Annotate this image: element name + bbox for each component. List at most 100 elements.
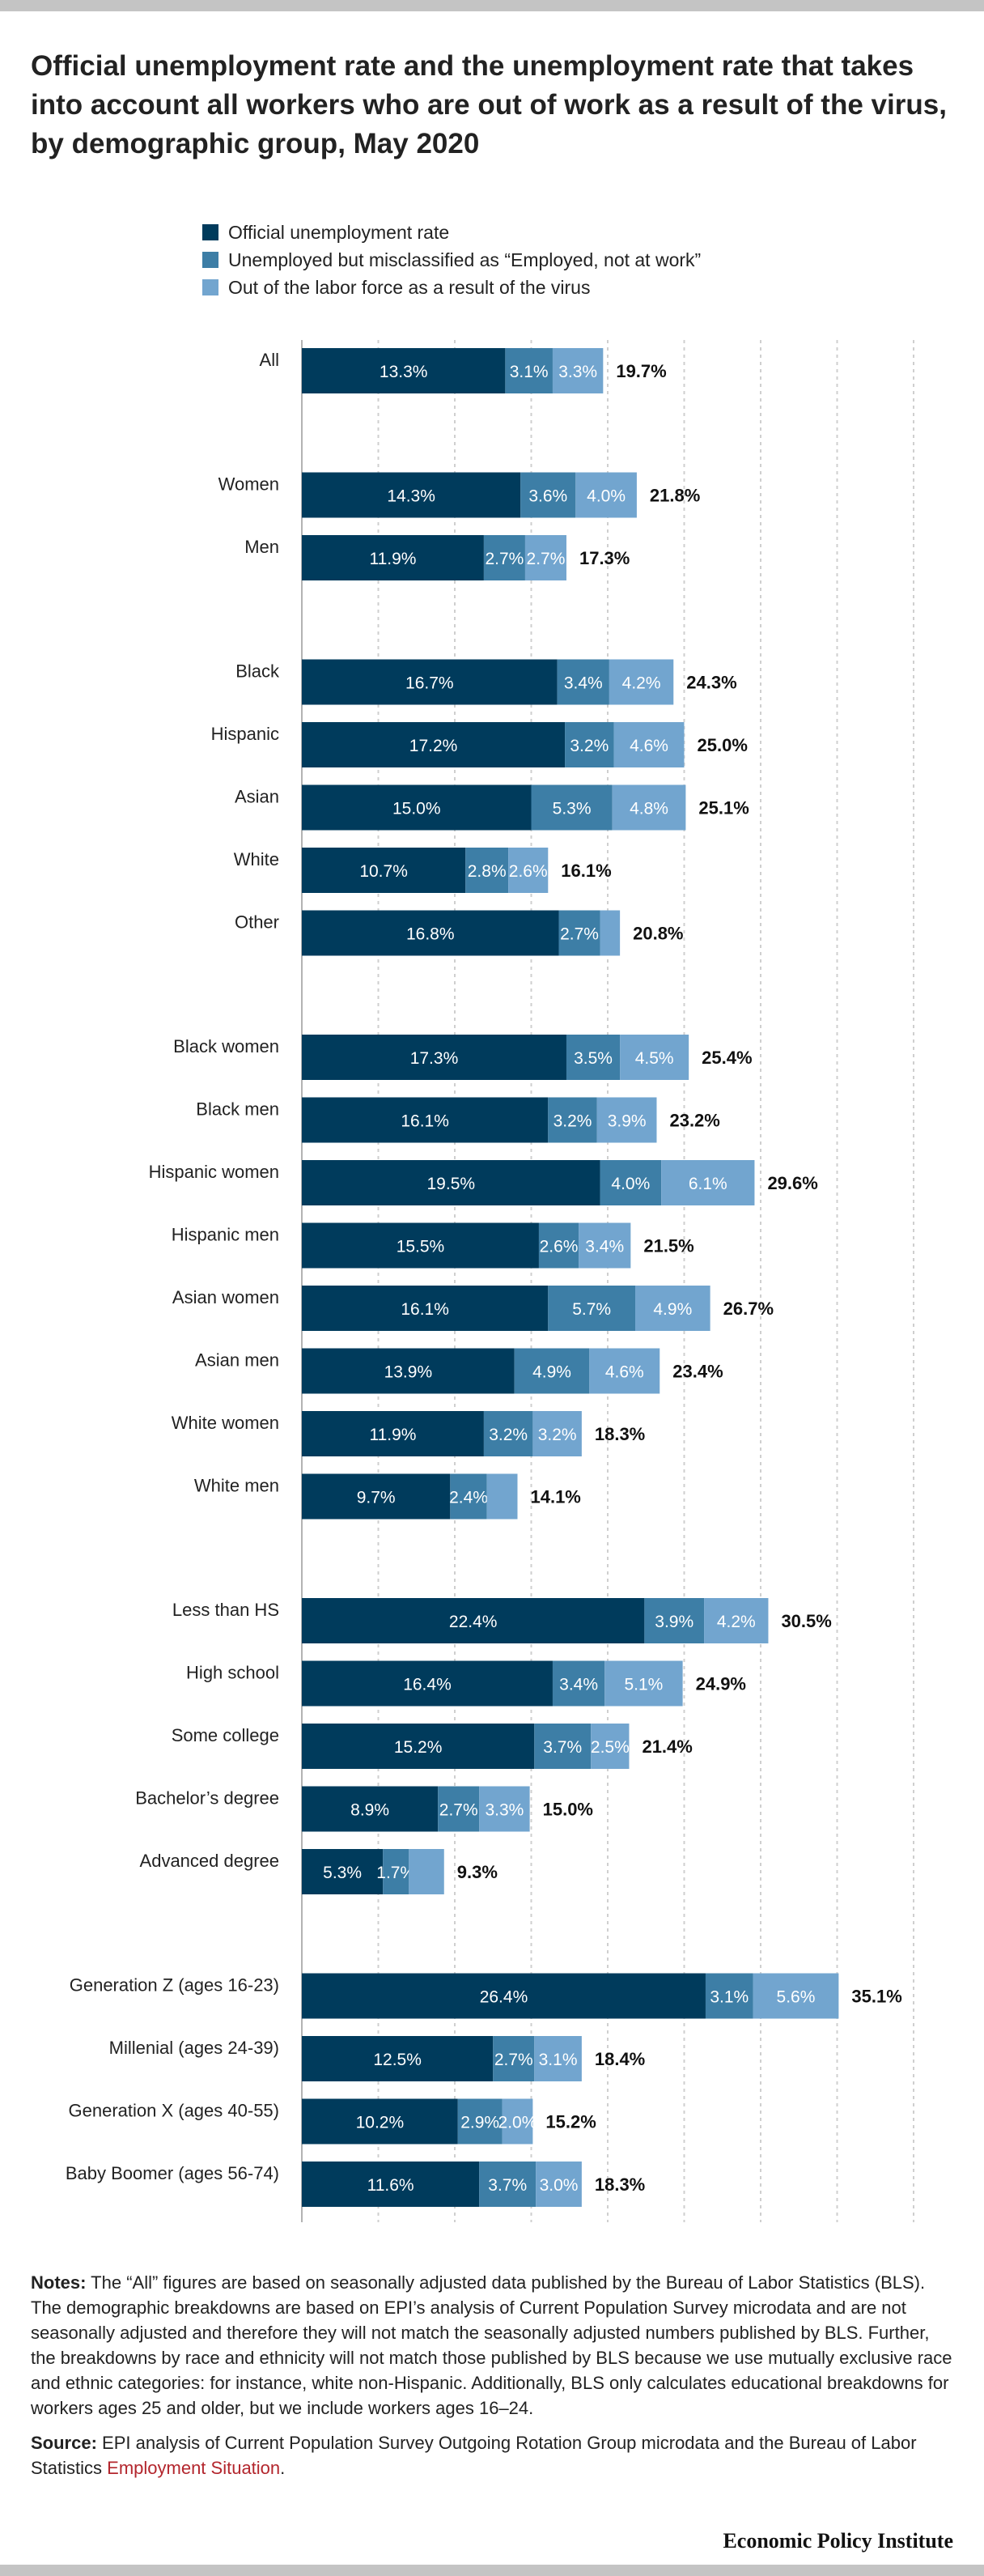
segment-value-label: 4.0% [587,487,626,506]
segment-value-label: 10.2% [356,2114,405,2132]
segment-value-label: 4.9% [653,1300,692,1319]
bar-row: Millenial (ages 24-39) 12.5% 2.7% 3.1% 18.4% [109,2036,645,2081]
bar-row: Black men 16.1% 3.2% 3.9% 23.2% [196,1097,720,1143]
bar-segment [661,1160,755,1205]
segment-value-label: 15.5% [397,1238,445,1256]
bar-segment [302,1411,484,1456]
total-value-label: 35.1% [851,1987,901,2007]
category-label: Black women [173,1036,279,1056]
segment-value-label: 4.5% [635,1049,674,1068]
bar-segment [302,472,521,518]
segment-value-label: 2.0% [498,2114,537,2132]
total-value-label: 29.6% [767,1173,817,1193]
bar-segment [483,1411,533,1456]
legend-item-official: Official unemployment rate [202,219,701,246]
segment-value-label: 4.0% [611,1175,650,1193]
total-value-label: 21.5% [643,1236,693,1256]
source-label: Source: [31,2433,97,2453]
bar-segment [557,659,609,705]
bar-row: White men 9.7% 2.4% 14.1% [194,1473,581,1520]
total-value-label: 16.1% [561,861,611,881]
bar-segment [302,1973,706,2019]
bar-segment [548,1097,597,1143]
bar-segment [450,1473,487,1520]
top-rule [0,0,984,11]
bar-segment [302,2036,494,2081]
segment-value-label: 4.2% [717,1613,756,1631]
legend-item-misclassified: Unemployed but misclassified as “Employe… [202,246,701,274]
total-value-label: 17.3% [579,548,630,568]
segment-value-label: 3.7% [543,1738,582,1757]
legend-label-official: Official unemployment rate [228,221,450,243]
segment-value-label: 2.7% [560,925,599,944]
bar-row: Asian men 13.9% 4.9% 4.6% 23.4% [195,1348,723,1394]
bar-segment [302,2098,458,2145]
bar-segment [566,1035,621,1080]
bar-row: Asian 15.0% 5.3% 4.8% 25.1% [235,784,749,831]
legend-swatch-misclassified [202,252,218,268]
segment-value-label: 3.7% [488,2176,527,2195]
bar-segment [502,2098,533,2145]
segment-value-label: 8.9% [350,1801,389,1820]
bar-segment [644,1598,705,1643]
bar-segment [302,1160,600,1205]
notes: Notes: The “All” figures are based on se… [31,2270,953,2490]
legend-swatch-official [202,224,218,240]
segment-value-label: 2.7% [439,1801,478,1820]
segment-value-label: 3.2% [570,737,609,755]
stacked-bar-chart: All 13.3% 3.1% 3.3% 19.7% Women 14.3% 3.6% 4.0% 2… [66,340,914,2222]
bar-segment [302,1598,645,1643]
bar-segment [457,2098,503,2145]
category-label: All [260,350,279,370]
total-value-label: 18.4% [595,2049,645,2069]
bar-row: White women 11.9% 3.2% 3.2% 18.3% [172,1411,645,1456]
category-label: Hispanic [211,724,279,744]
bar-segment [575,472,637,518]
segment-value-label: 2.6% [540,1238,579,1256]
segment-value-label: 11.6% [367,2176,414,2195]
bar-row: Bachelor’s degree 8.9% 2.7% 3.3% 15.0% [135,1786,593,1832]
gridlines [301,340,914,2222]
source-link[interactable]: Employment Situation [107,2458,281,2478]
bar-row: Hispanic women 19.5% 4.0% 6.1% 29.6% [149,1160,818,1205]
bar-row: Hispanic 17.2% 3.2% 4.6% 25.0% [211,722,748,767]
segment-value-label: 3.6% [528,487,567,506]
segment-value-label: 13.3% [380,363,428,381]
total-value-label: 26.7% [723,1299,774,1319]
bar-segment [479,2162,537,2207]
segment-value-label: 11.9% [369,550,416,568]
bar-segment [302,535,484,580]
segment-value-label: 5.1% [624,1676,663,1694]
bar-segment [302,1035,566,1080]
bar-segment [302,1097,549,1143]
category-label: Baby Boomer (ages 56-74) [66,2163,279,2183]
segment-value-label: 2.6% [509,862,548,881]
bottom-rule [0,2565,984,2576]
segment-value-label: 26.4% [480,1988,528,2007]
bar-segment [438,1786,480,1832]
segment-value-label: 5.7% [572,1300,611,1319]
bar-segment [409,1849,444,1894]
segment-value-label: 16.7% [405,674,454,693]
category-label: Generation Z (ages 16-23) [70,1975,279,1996]
segment-value-label: 5.3% [553,800,592,818]
segment-value-label: 3.9% [608,1112,647,1131]
segment-value-label: 3.3% [485,1801,524,1820]
segment-value-label: 15.0% [392,800,441,818]
total-value-label: 23.2% [669,1111,719,1131]
bar-segment [531,784,613,831]
bar-segment [591,1724,630,1769]
category-label: White [234,849,279,869]
category-label: Black men [196,1099,279,1120]
bar-segment [538,1222,579,1269]
bar-row: Men 11.9% 2.7% 2.7% 17.3% [244,535,630,580]
total-value-label: 25.4% [702,1048,752,1068]
segment-value-label: 3.5% [574,1049,613,1068]
total-value-label: 30.5% [781,1611,831,1631]
bar-segment [302,1724,535,1769]
bar-segment [534,2036,582,2081]
segment-value-label: 3.4% [564,674,603,693]
bar-row: Hispanic men 15.5% 2.6% 3.4% 21.5% [172,1222,694,1269]
bar-segment [705,1973,753,2019]
segment-value-label: 1.7% [376,1864,415,1882]
